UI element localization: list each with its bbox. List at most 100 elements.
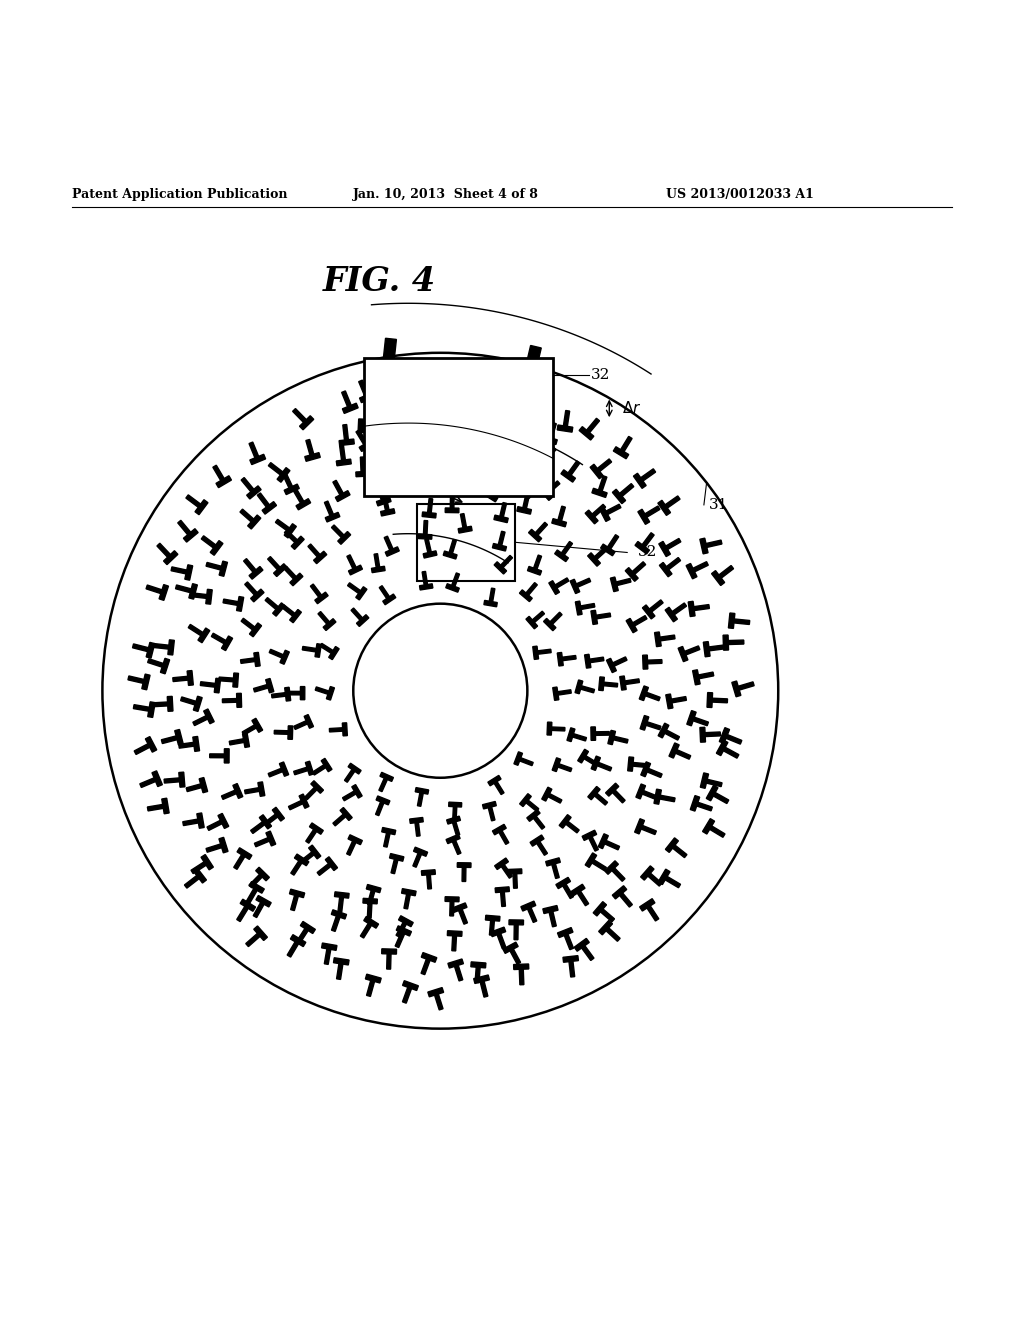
Polygon shape	[195, 500, 208, 515]
Polygon shape	[601, 682, 617, 686]
Polygon shape	[300, 686, 305, 700]
Polygon shape	[605, 783, 618, 796]
Polygon shape	[257, 492, 271, 510]
Polygon shape	[666, 694, 673, 709]
Polygon shape	[308, 544, 322, 558]
Polygon shape	[191, 593, 209, 599]
Polygon shape	[635, 541, 649, 554]
Polygon shape	[216, 475, 231, 487]
Polygon shape	[312, 763, 328, 775]
Polygon shape	[419, 535, 432, 539]
Polygon shape	[645, 767, 663, 777]
Polygon shape	[133, 705, 152, 711]
Polygon shape	[612, 886, 627, 899]
Polygon shape	[325, 946, 331, 965]
Polygon shape	[548, 422, 556, 441]
Polygon shape	[293, 409, 308, 424]
Polygon shape	[250, 454, 265, 465]
Polygon shape	[344, 768, 356, 783]
Polygon shape	[610, 657, 627, 667]
Polygon shape	[291, 935, 306, 946]
Polygon shape	[487, 775, 501, 785]
Polygon shape	[691, 717, 709, 726]
Polygon shape	[330, 727, 345, 733]
Polygon shape	[374, 553, 380, 570]
Polygon shape	[588, 657, 604, 663]
Polygon shape	[368, 902, 372, 919]
Polygon shape	[591, 504, 605, 519]
Polygon shape	[332, 909, 346, 919]
Polygon shape	[188, 583, 198, 599]
Polygon shape	[268, 462, 285, 477]
Polygon shape	[551, 862, 559, 879]
Polygon shape	[188, 624, 205, 638]
Polygon shape	[326, 512, 340, 521]
Polygon shape	[272, 808, 285, 821]
Polygon shape	[356, 471, 371, 477]
Polygon shape	[162, 799, 169, 814]
Polygon shape	[497, 931, 506, 949]
Polygon shape	[229, 738, 247, 744]
Polygon shape	[579, 603, 595, 610]
Polygon shape	[387, 952, 391, 969]
Polygon shape	[560, 656, 577, 661]
Polygon shape	[290, 610, 301, 623]
Polygon shape	[377, 498, 391, 506]
Polygon shape	[193, 714, 210, 726]
Polygon shape	[359, 392, 375, 403]
Polygon shape	[267, 557, 282, 572]
Polygon shape	[690, 796, 699, 810]
Polygon shape	[368, 888, 376, 906]
Polygon shape	[631, 562, 646, 576]
Polygon shape	[329, 647, 339, 660]
Polygon shape	[654, 789, 662, 804]
Polygon shape	[628, 756, 634, 771]
Polygon shape	[591, 610, 597, 624]
Polygon shape	[445, 508, 459, 512]
Polygon shape	[273, 564, 287, 577]
Polygon shape	[643, 506, 659, 519]
Text: 32: 32	[637, 545, 656, 560]
Polygon shape	[506, 422, 520, 434]
Polygon shape	[578, 750, 589, 763]
Polygon shape	[606, 659, 616, 673]
Polygon shape	[145, 737, 157, 752]
Bar	[364, 358, 553, 496]
Polygon shape	[666, 838, 678, 853]
Polygon shape	[574, 578, 591, 589]
Polygon shape	[570, 579, 580, 594]
Polygon shape	[570, 884, 585, 896]
Polygon shape	[164, 550, 178, 565]
Polygon shape	[252, 718, 263, 733]
Polygon shape	[356, 430, 369, 446]
Polygon shape	[453, 804, 457, 820]
Polygon shape	[266, 832, 275, 846]
Polygon shape	[221, 789, 239, 800]
Polygon shape	[553, 686, 559, 701]
Polygon shape	[643, 655, 648, 669]
Polygon shape	[265, 598, 280, 611]
Polygon shape	[242, 478, 255, 494]
Polygon shape	[324, 619, 336, 631]
Polygon shape	[250, 623, 261, 636]
Polygon shape	[280, 762, 289, 776]
Polygon shape	[305, 453, 321, 461]
Polygon shape	[452, 933, 457, 950]
Polygon shape	[504, 479, 518, 490]
Polygon shape	[445, 583, 460, 593]
Polygon shape	[421, 957, 431, 974]
Polygon shape	[566, 461, 580, 477]
Polygon shape	[516, 442, 556, 483]
Polygon shape	[636, 784, 645, 799]
Polygon shape	[146, 585, 165, 594]
Polygon shape	[451, 573, 460, 589]
Polygon shape	[297, 927, 309, 944]
Polygon shape	[300, 850, 315, 863]
Polygon shape	[427, 499, 433, 515]
Polygon shape	[254, 684, 270, 692]
Polygon shape	[162, 735, 179, 743]
Polygon shape	[726, 640, 743, 644]
Polygon shape	[618, 891, 633, 907]
Polygon shape	[449, 408, 456, 425]
Polygon shape	[665, 557, 681, 572]
